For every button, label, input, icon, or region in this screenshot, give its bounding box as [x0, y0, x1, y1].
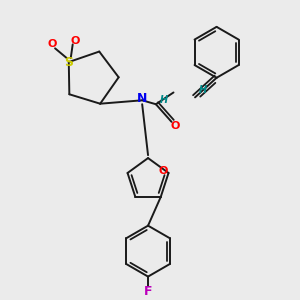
Text: N: N [137, 92, 147, 105]
Text: O: O [171, 121, 180, 131]
Text: F: F [144, 285, 152, 298]
Text: O: O [71, 35, 80, 46]
Text: H: H [160, 95, 168, 105]
Text: H: H [199, 85, 207, 94]
Text: O: O [47, 39, 57, 50]
Text: S: S [64, 56, 73, 68]
Text: O: O [159, 166, 168, 176]
